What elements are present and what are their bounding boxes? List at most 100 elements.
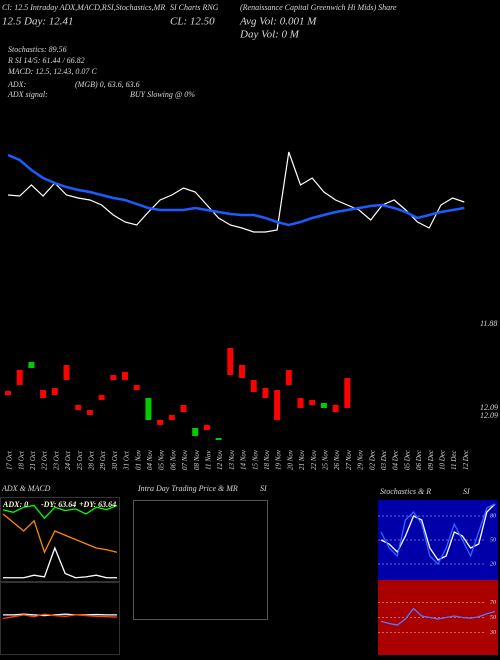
candle-body xyxy=(297,398,304,408)
header-text: 12.5 Day: 12.41 xyxy=(2,16,74,28)
x-tick-label: 03 Dec xyxy=(380,449,388,470)
x-tick-label: 29 Oct xyxy=(99,450,107,470)
candle-body xyxy=(51,388,58,395)
info-text: R SI 14/5: 61.44 / 66.82 xyxy=(7,56,85,65)
indicator-line xyxy=(2,513,118,554)
info-text: ADX: xyxy=(7,80,27,89)
panel-frame xyxy=(133,500,268,620)
x-tick-label: 25 Nov xyxy=(322,449,330,470)
info-text: (MGB) 0, 63.6, 63.6 xyxy=(75,80,140,89)
axis-label: 12.09 xyxy=(480,403,498,412)
x-tick-label: 30 Oct xyxy=(111,450,119,471)
x-tick-label: 15 Nov xyxy=(251,449,259,470)
x-tick-label: 23 Oct xyxy=(52,450,60,470)
info-text: BUY Slowing @ 0% xyxy=(130,90,195,99)
candle-body xyxy=(5,391,11,395)
candle-body xyxy=(145,398,152,420)
candle-body xyxy=(332,405,339,412)
y-tick-label: 50 xyxy=(490,537,496,543)
candle-body xyxy=(320,403,327,408)
candle-body xyxy=(75,405,82,410)
x-tick-label: 08 Nov xyxy=(193,449,201,470)
x-tick-label: 11 Dec xyxy=(450,450,458,470)
x-tick-label: 04 Dec xyxy=(392,449,400,470)
x-tick-label: 24 Oct xyxy=(64,450,72,470)
x-tick-label: 21 Nov xyxy=(298,449,306,470)
candle-body xyxy=(274,390,281,420)
x-tick-label: 21 Oct xyxy=(29,450,37,470)
axis-label: 11.88 xyxy=(480,319,497,328)
x-tick-label: 12 Dec xyxy=(462,449,470,470)
candle-body xyxy=(203,425,210,430)
x-tick-label: 20 Nov xyxy=(286,449,294,470)
x-tick-label: 05 Dec xyxy=(403,449,411,470)
x-tick-label: 27 Nov xyxy=(345,449,353,470)
panel-title: SI xyxy=(463,487,470,496)
x-tick-label: 28 Oct xyxy=(88,450,96,470)
x-tick-label: 29 Nov xyxy=(357,449,365,470)
header-text: Day Vol: 0 M xyxy=(239,29,300,41)
x-tick-label: 09 Dec xyxy=(427,449,435,470)
candle-body xyxy=(215,438,222,440)
indicator-line xyxy=(380,607,496,626)
x-tick-label: 22 Oct xyxy=(41,450,49,470)
panel-title: Stochastics & R xyxy=(380,487,431,496)
x-tick-label: 18 Oct xyxy=(17,450,25,470)
x-tick-label: 06 Dec xyxy=(415,449,423,470)
candle-body xyxy=(239,365,245,378)
candle-body xyxy=(63,365,70,380)
candle-body xyxy=(133,385,140,390)
x-tick-label: 12 Nov xyxy=(216,449,224,470)
header-text: SI Charts RNG xyxy=(170,3,219,12)
header-text: Avg Vol: 0.001 M xyxy=(239,16,317,28)
candle-body xyxy=(309,400,316,405)
x-tick-label: 04 Nov xyxy=(146,449,154,470)
panel-title: Intra Day Trading Price & MR xyxy=(137,484,238,493)
y-tick-label: 20 xyxy=(490,561,496,567)
info-text: Stochastics: 89.56 xyxy=(8,45,67,54)
x-tick-label: 14 Nov xyxy=(240,449,248,470)
candle-body xyxy=(344,378,351,408)
x-tick-label: 07 Nov xyxy=(181,449,189,470)
candle-body xyxy=(262,388,269,398)
candle-body xyxy=(285,370,292,385)
candle-body xyxy=(28,362,35,368)
y-tick-label: 80 xyxy=(490,513,496,519)
indicator-line xyxy=(3,546,117,579)
header-text: (Renaissance Capital Greenwich Hi Mids) … xyxy=(240,3,397,12)
panel-title: SI xyxy=(260,484,267,493)
candle-body xyxy=(192,428,199,436)
indicator-line xyxy=(2,504,118,520)
panel-label: +DY: 63.64 xyxy=(79,500,116,509)
y-tick-label: 70 xyxy=(490,600,496,606)
candle-body xyxy=(227,348,234,375)
y-tick-label: 30 xyxy=(489,630,496,636)
x-tick-label: 31 Oct xyxy=(123,450,131,471)
panel-label: -DY: 63.64 xyxy=(41,500,76,509)
x-tick-label: 17 Oct xyxy=(6,450,14,470)
info-text: ADX signal: xyxy=(7,90,48,99)
header-text: Cl: 12.5 Intraday ADX,MACD,R xyxy=(2,3,107,12)
candle-body xyxy=(157,420,164,425)
panel-label: ADX: 0 xyxy=(2,500,28,509)
candle-body xyxy=(168,415,175,420)
panel-frame xyxy=(0,497,120,582)
candle-body xyxy=(122,372,128,380)
panel-background xyxy=(378,500,498,580)
x-tick-label: 13 Nov xyxy=(228,449,236,470)
x-tick-label: 05 Nov xyxy=(158,449,166,470)
header-text: SI,Stochastics,MR xyxy=(107,3,165,12)
indicator-line xyxy=(3,613,117,617)
x-tick-label: 22 Nov xyxy=(310,449,318,470)
price-line xyxy=(7,153,465,227)
x-tick-label: 26 Nov xyxy=(333,449,341,470)
x-tick-label: 18 Nov xyxy=(263,449,271,470)
x-tick-label: 19 Nov xyxy=(275,449,283,470)
header-text: CL: 12.50 xyxy=(170,16,215,28)
candle-body xyxy=(86,410,93,415)
candle-body xyxy=(40,390,47,398)
indicator-line xyxy=(2,613,118,620)
x-tick-label: 10 Dec xyxy=(439,449,447,470)
x-tick-label: 11 Nov xyxy=(205,450,213,470)
